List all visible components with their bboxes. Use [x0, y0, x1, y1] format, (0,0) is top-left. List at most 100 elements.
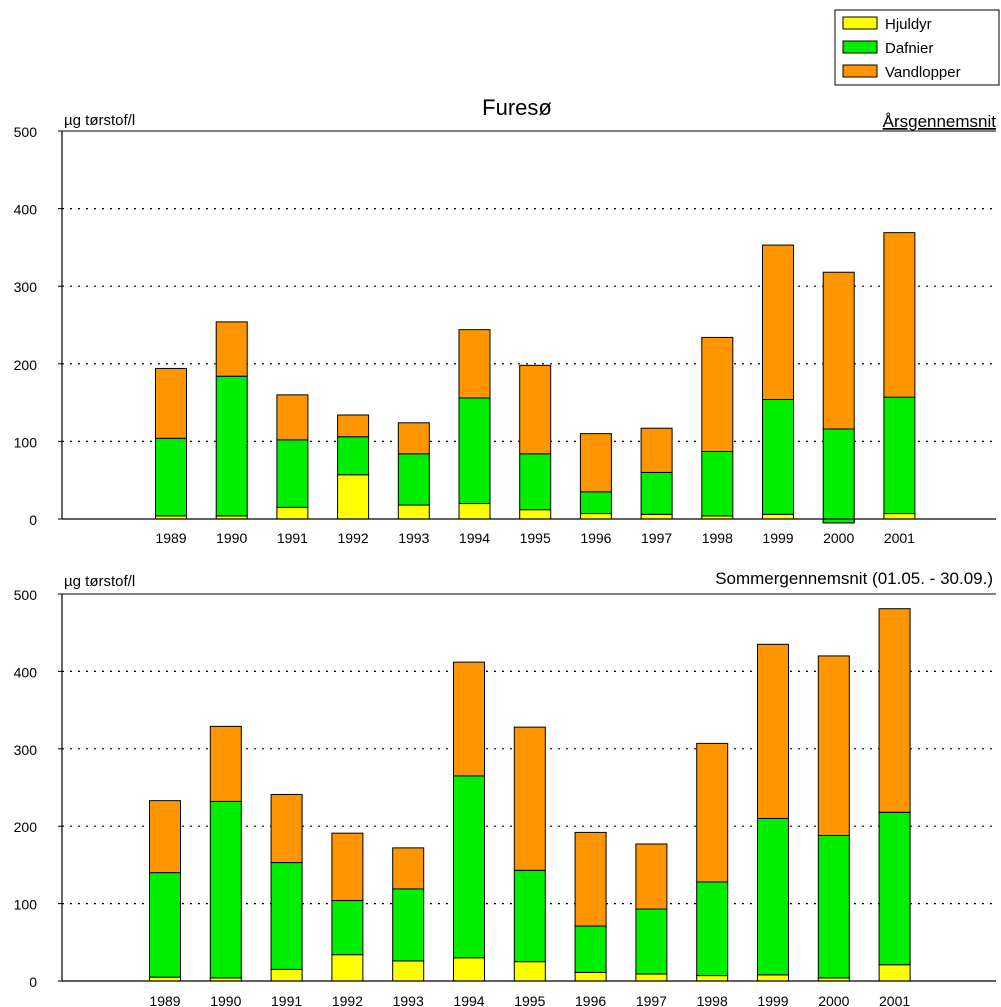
x-tick-label: 1992	[332, 993, 363, 1007]
legend-label-vandlopper: Vandlopper	[885, 64, 961, 81]
bar-segment-vandlopper-1991	[276, 394, 309, 441]
y-tick-label: 200	[14, 357, 38, 373]
bar-segment-dafnier-1998	[696, 881, 729, 977]
x-tick-label: 1993	[393, 993, 424, 1007]
bar-segment-hjuldyr-1991	[270, 968, 303, 982]
x-tick-label: 1989	[155, 530, 186, 546]
y-tick-label: 400	[14, 664, 38, 680]
panel-1-ylabel: µg tørstof/l	[64, 112, 135, 129]
bar-segment-vandlopper-1998	[701, 336, 734, 452]
bar-segment-hjuldyr-1999	[762, 513, 794, 520]
bar-segment-dafnier-2001	[883, 396, 916, 515]
bar-segment-vandlopper-1997	[635, 843, 668, 910]
bar-segment-vandlopper-2000	[817, 655, 850, 836]
bar-segment-hjuldyr-1995	[519, 509, 552, 520]
bar-segment-vandlopper-1989	[149, 800, 181, 874]
bar-segment-vandlopper-1996	[579, 433, 612, 493]
x-tick-label: 1990	[216, 530, 247, 546]
bar-segment-dafnier-1991	[270, 862, 303, 970]
bar-segment-vandlopper-1992	[331, 832, 364, 902]
bar-segment-hjuldyr-1997	[635, 973, 668, 982]
panel-1-subtitle: Årsgennemsnit	[883, 112, 997, 131]
bar-segment-dafnier-2000	[817, 834, 850, 979]
x-tick-label: 1989	[149, 993, 180, 1007]
y-tick-label: 500	[14, 124, 38, 140]
bar-segment-dafnier-1996	[574, 925, 607, 973]
x-tick-label: 1993	[398, 530, 429, 546]
bar-segment-vandlopper-1994	[458, 329, 491, 399]
bar-segment-hjuldyr-1996	[574, 971, 607, 982]
x-tick-label: 1998	[697, 993, 728, 1007]
legend-label-hjuldyr: Hjuldyr	[885, 16, 932, 33]
x-tick-label: 1998	[702, 530, 733, 546]
bar-segment-vandlopper-1999	[757, 643, 789, 819]
panel-1-x-labels: 1989 1990 1991 1992 1993 1994 1995 1996 1997 1998…	[155, 530, 915, 546]
legend: Hjuldyr Dafnier Vandlopper	[834, 9, 1000, 86]
bar-segment-dafnier-1995	[513, 869, 546, 963]
bar-segment-dafnier-1999	[762, 398, 794, 515]
bar-segment-dafnier-1997	[635, 908, 668, 975]
bar-segment-dafnier-1995	[519, 453, 552, 511]
bar-segment-vandlopper-1995	[513, 726, 546, 871]
y-tick-label: 100	[14, 434, 38, 450]
bar-segment-vandlopper-1998	[696, 742, 729, 883]
bar-segment-dafnier-1990	[215, 375, 248, 517]
panel-2-y-ticks: 0 100 200 300 400 500	[14, 587, 62, 990]
bar-segment-dafnier-1999	[757, 817, 789, 976]
panel-2-ylabel: µg tørstof/l	[64, 573, 135, 590]
y-tick-label: 0	[29, 974, 37, 990]
bar-segment-vandlopper-1991	[270, 793, 303, 864]
bar-segment-vandlopper-1990	[215, 321, 248, 377]
bar-segment-vandlopper-1999	[762, 244, 794, 400]
bar-segment-vandlopper-1993	[392, 847, 425, 890]
bar-segment-hjuldyr-1998	[696, 975, 729, 982]
panel-2-bars	[149, 608, 911, 982]
bar-segment-hjuldyr-1991	[276, 506, 309, 520]
x-tick-label: 1997	[641, 530, 672, 546]
bar-segment-vandlopper-1990	[209, 725, 242, 802]
y-tick-label: 400	[14, 202, 38, 218]
panel-2-subtitle: Sommergennemsnit (01.05. - 30.09.)	[715, 569, 993, 588]
bar-segment-dafnier-1994	[458, 397, 491, 504]
y-tick-label: 500	[14, 587, 38, 603]
legend-swatch-vandlopper	[842, 64, 878, 78]
legend-swatch-dafnier	[842, 40, 878, 54]
y-tick-label: 0	[29, 512, 37, 528]
bar-segment-dafnier-1989	[149, 872, 181, 978]
bar-segment-dafnier-1996	[579, 491, 612, 515]
bar-segment-dafnier-1994	[453, 775, 485, 959]
bar-segment-hjuldyr-1999	[757, 974, 789, 982]
x-tick-label: 1990	[210, 993, 241, 1007]
y-tick-label: 200	[14, 819, 38, 835]
bar-segment-dafnier-1993	[397, 453, 430, 506]
bar-segment-dafnier-2000	[822, 428, 855, 524]
bar-segment-vandlopper-2001	[878, 608, 911, 813]
x-tick-label: 1991	[271, 993, 302, 1007]
x-tick-label: 1997	[636, 993, 667, 1007]
bar-segment-hjuldyr-2001	[878, 964, 911, 982]
panel-2-x-labels: 1989 1990 1991 1992 1993 1994 1995 1996 1997 1998…	[149, 993, 910, 1007]
legend-swatch-hjuldyr	[842, 16, 878, 30]
bar-segment-dafnier-1993	[392, 888, 425, 962]
x-tick-label: 2000	[823, 530, 854, 546]
bar-segment-dafnier-1992	[337, 436, 370, 476]
bar-segment-dafnier-1989	[155, 437, 187, 517]
bar-segment-hjuldyr-1995	[513, 961, 546, 982]
bar-segment-vandlopper-2001	[883, 232, 916, 398]
annual-average-panel: µg tørstof/l Årsgennemsnit 0 100 200 300 400…	[14, 112, 997, 546]
x-tick-label: 1994	[459, 530, 490, 546]
x-tick-label: 2000	[818, 993, 849, 1007]
summer-average-panel: µg tørstof/l Sommergennemsnit (01.05. - …	[14, 569, 996, 1007]
panel-1-bars	[155, 232, 916, 524]
bar-segment-hjuldyr-1994	[453, 957, 485, 982]
bar-segment-vandlopper-2000	[822, 271, 855, 430]
bar-segment-hjuldyr-1993	[397, 504, 430, 520]
bar-segment-hjuldyr-2001	[883, 513, 916, 520]
x-tick-label: 1992	[338, 530, 369, 546]
bar-segment-dafnier-1998	[701, 450, 734, 517]
x-tick-label: 2001	[884, 530, 915, 546]
x-tick-label: 1995	[520, 530, 551, 546]
bar-segment-dafnier-1990	[209, 800, 242, 979]
x-tick-label: 1995	[514, 993, 545, 1007]
